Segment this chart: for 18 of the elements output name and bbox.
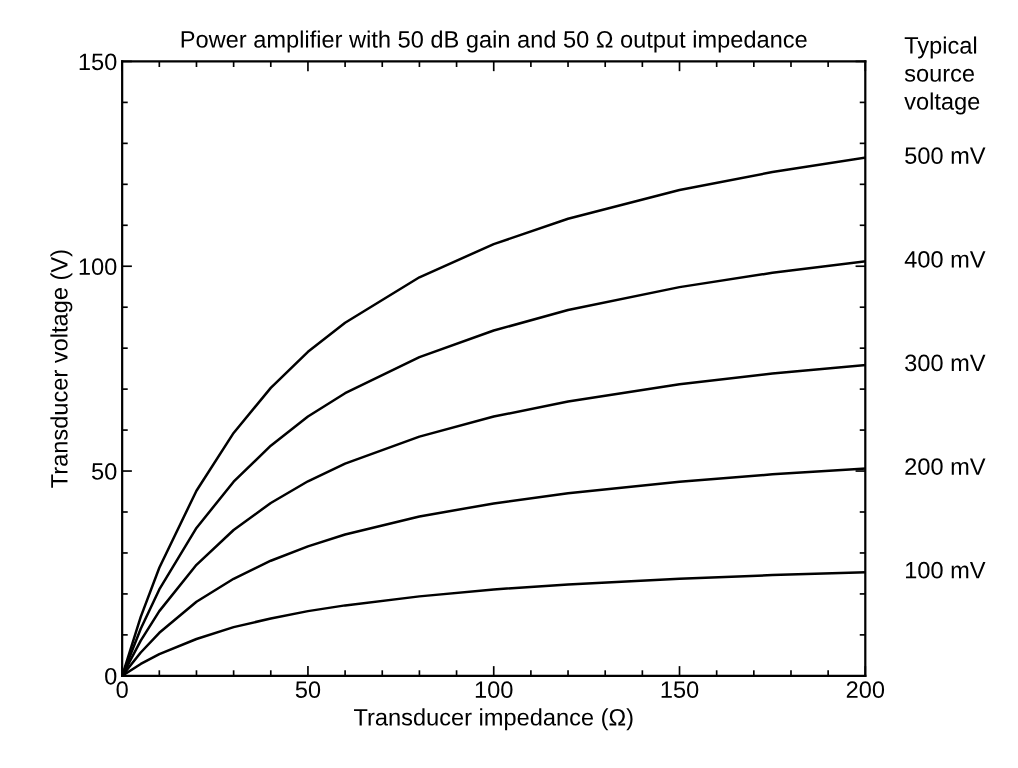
legend-label: 400 mV [904,250,986,268]
y-tick-label: 0 [105,667,117,685]
y-tick-label: 50 [91,463,117,480]
series-label: 100 mV [905,561,986,579]
legend-label: 300 mV [905,354,986,372]
x-tick-label: 100 [475,681,513,699]
x-tick-label: 50 [295,681,321,699]
y-axis-title: Transducer voltage (V) [50,250,73,488]
legend-label: 200 mV [905,458,986,475]
x-tick-label: 150 [661,681,699,699]
x-axis-title: Transducer impedance (Ω) [354,708,633,731]
legend-label: 500 mV [905,147,986,165]
legend-title: Typical source voltage [904,36,980,115]
y-tick-label: 150 [79,53,117,71]
x-tick-label: 0 [116,681,128,699]
y-tick-label: 100 [79,258,117,276]
x-tick-label: 200 [846,681,885,699]
chart-title: Power amplifier with 50 dB gain and 50 Ω output impedance [181,30,807,53]
